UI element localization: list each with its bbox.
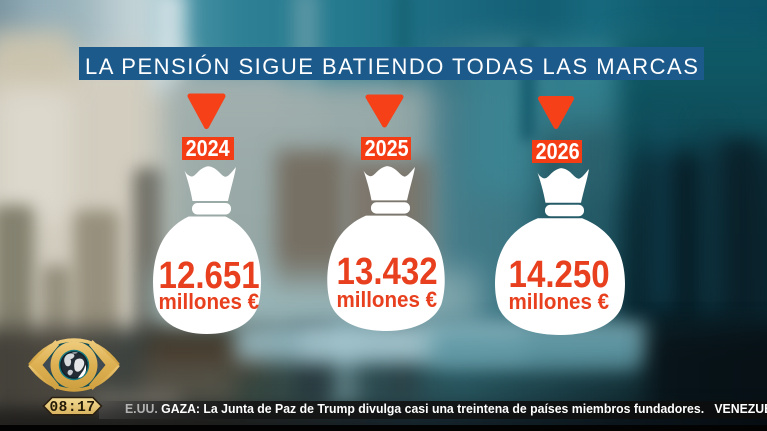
svg-text:08:17: 08:17 (49, 400, 95, 416)
